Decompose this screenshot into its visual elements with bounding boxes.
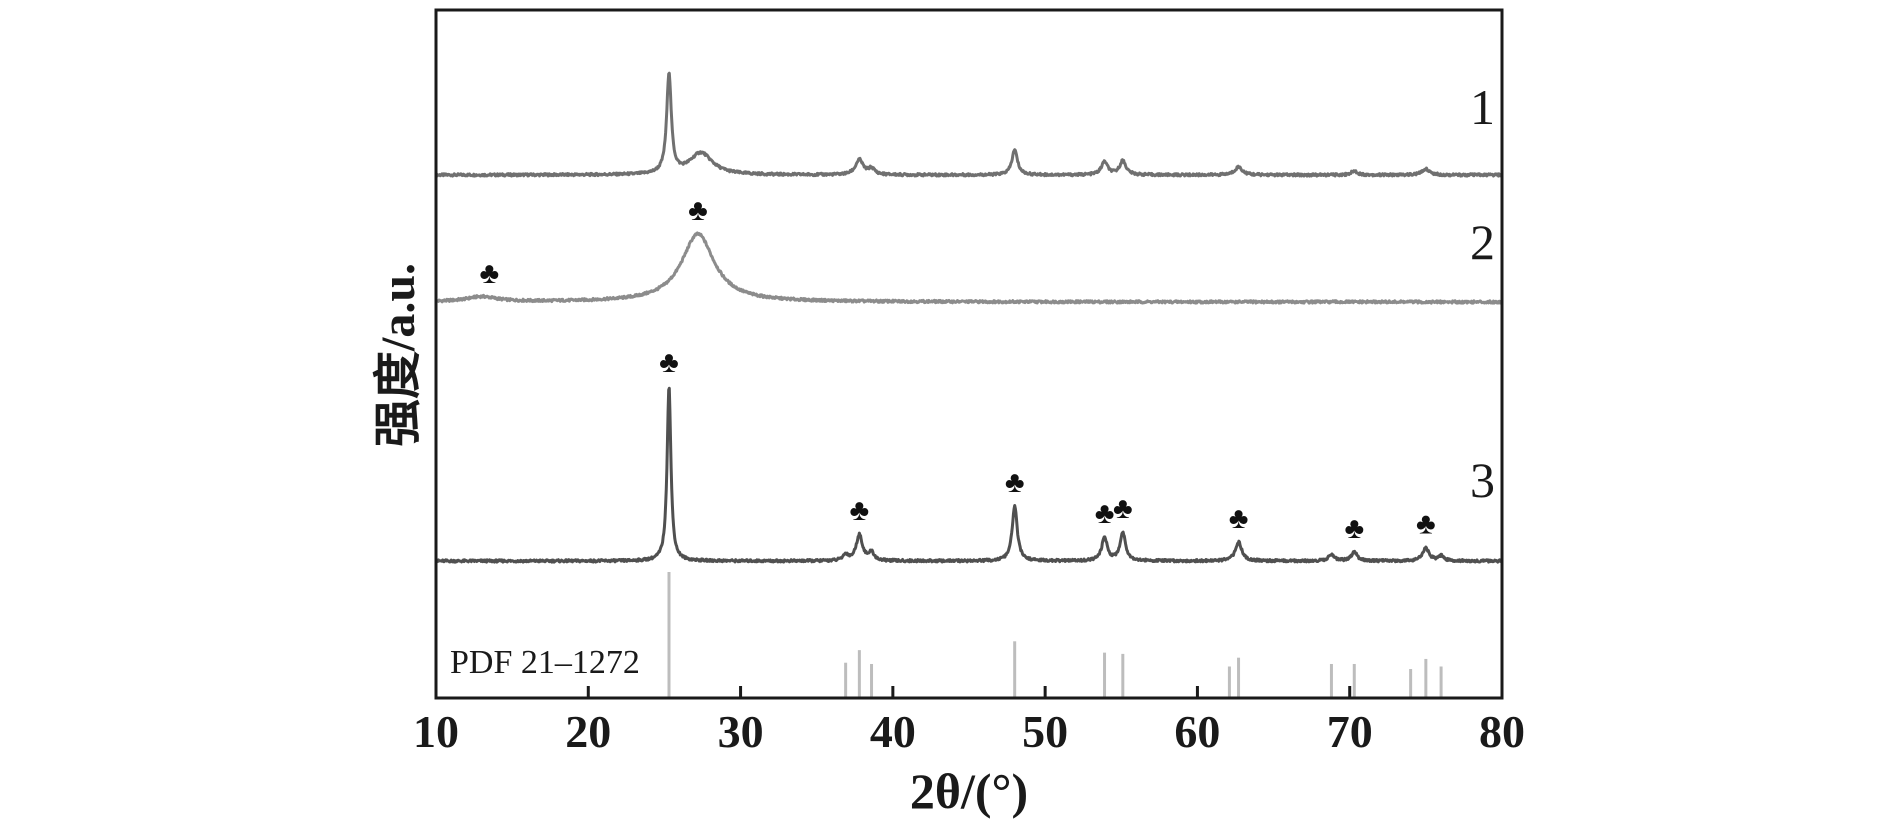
- series-labels: 1 2 3: [1470, 79, 1495, 508]
- x-tick-label-60: 60: [1174, 706, 1220, 757]
- x-tick-label-50: 50: [1022, 706, 1068, 757]
- reference-lines: [667, 572, 1443, 698]
- series-2-trace: [434, 231, 1504, 305]
- peak-marker-s3-0: ♣: [659, 346, 679, 379]
- peak-marker-s3-4: ♣: [1113, 492, 1133, 525]
- series-label-1: 1: [1470, 79, 1495, 135]
- x-tick-label-80: 80: [1479, 706, 1525, 757]
- plot-frame: [434, 8, 1504, 700]
- peak-marker-s3-1: ♣: [850, 494, 870, 527]
- series-traces: [434, 71, 1504, 564]
- x-tick-label-30: 30: [718, 706, 764, 757]
- peak-marker-s3-7: ♣: [1416, 508, 1436, 541]
- x-tick-label-40: 40: [870, 706, 916, 757]
- x-axis-label: 2θ/(°): [910, 763, 1028, 819]
- peak-marker-s3-2: ♣: [1005, 466, 1025, 499]
- x-tick-label-10: 10: [413, 706, 459, 757]
- series-1-trace: [434, 71, 1504, 178]
- series-label-3: 3: [1470, 452, 1495, 508]
- series-label-2: 2: [1470, 214, 1495, 270]
- x-tick-label-20: 20: [565, 706, 611, 757]
- reference-label: PDF 21–1272: [450, 644, 640, 681]
- peak-marker-s3-5: ♣: [1229, 502, 1249, 535]
- peak-markers: ♣♣♣♣♣♣♣ ♣ ♣ ♣: [479, 194, 1435, 545]
- x-ticks: 10 20 30 40 50 60 70 80: [413, 686, 1525, 757]
- series-3-trace: [435, 386, 1503, 564]
- peak-marker-s3-6: ♣: [1344, 512, 1364, 545]
- x-tick-label-70: 70: [1327, 706, 1373, 757]
- peak-marker-s2-0: ♣: [479, 257, 499, 290]
- y-axis-label: 强度/a.u.: [372, 263, 425, 447]
- peak-marker-s3-3: ♣: [1095, 497, 1115, 530]
- peak-marker-s2-1: ♣: [688, 194, 708, 227]
